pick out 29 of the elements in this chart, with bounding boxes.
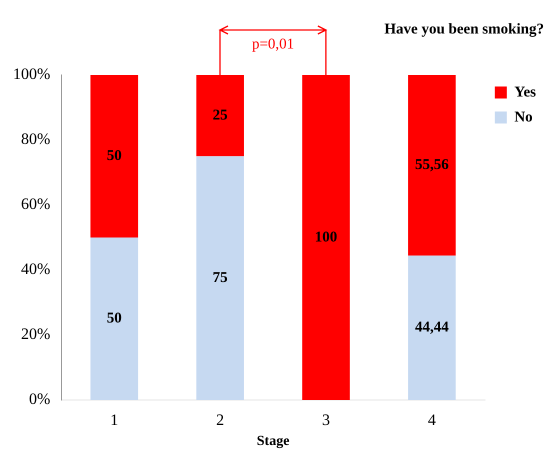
data-label: 25 xyxy=(212,108,228,124)
bar xyxy=(90,75,138,238)
legend-label: Yes xyxy=(514,84,536,100)
x-tick-label: 1 xyxy=(110,412,118,429)
data-label: 55,56 xyxy=(415,157,450,174)
x-tick-label: 3 xyxy=(322,412,330,429)
bar xyxy=(196,156,244,400)
data-label: 75 xyxy=(212,270,228,286)
y-tick-label: 60% xyxy=(21,196,50,214)
x-tick-label: 4 xyxy=(428,412,436,429)
y-tick-label: 40% xyxy=(21,261,50,278)
data-label: 50 xyxy=(106,310,122,327)
bar xyxy=(408,75,456,256)
data-label: 50 xyxy=(106,148,122,164)
bar xyxy=(302,75,350,400)
bar xyxy=(408,256,456,400)
legend-title: Have you been smoking? xyxy=(384,21,544,38)
bar xyxy=(90,238,138,400)
y-tick-label: 20% xyxy=(21,326,50,344)
x-tick-label: 2 xyxy=(216,412,224,429)
x-axis-title: Stage xyxy=(256,434,290,450)
data-label: 44,44 xyxy=(415,320,450,336)
y-tick-label: 80% xyxy=(21,131,50,148)
y-tick-label: 0% xyxy=(29,391,50,408)
text: p=0,01 xyxy=(252,36,294,52)
y-tick-label: 100% xyxy=(13,66,50,84)
legend-label: No xyxy=(514,109,533,126)
bar xyxy=(196,75,244,156)
data-label: 100 xyxy=(314,229,338,246)
